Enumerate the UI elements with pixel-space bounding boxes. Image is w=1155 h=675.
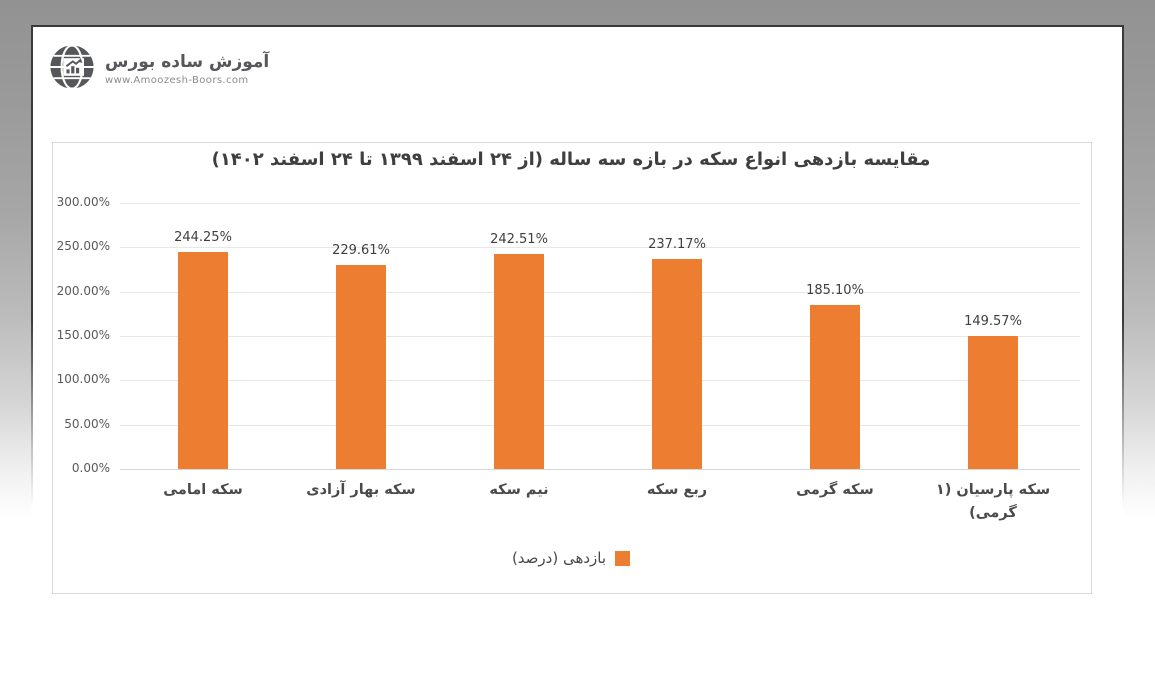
bar-3 (652, 258, 702, 469)
y-axis-tick-label: 250.00% (56, 239, 110, 254)
bar-value-label: 185.10% (806, 282, 864, 298)
bar-value-label: 237.17% (648, 236, 706, 252)
y-axis-tick-label: 150.00% (56, 328, 110, 342)
legend-label: بازدهی (درصد) (511, 549, 607, 567)
y-axis-tick-label: 300.00% (56, 195, 110, 209)
y-axis-tick-label: 100.00% (56, 372, 110, 387)
bar-0 (178, 252, 228, 469)
bar-value-label: 242.51% (490, 231, 548, 247)
x-axis-category-label: ربع سکه (646, 482, 708, 498)
site-logo: آموزش ساده بورس www.Amoozesh-Boors.com (48, 43, 269, 95)
y-axis-tick-label: 50.00% (64, 416, 110, 431)
y-axis-tick-label: 200.00% (56, 283, 110, 298)
gridline (120, 380, 1080, 382)
bar-5 (968, 336, 1018, 469)
chart-title: مقایسه بازدهی انواع سکه در بازه سه ساله … (211, 149, 931, 170)
gridline (120, 469, 1080, 470)
bar-1 (336, 265, 386, 469)
gridline (120, 336, 1080, 337)
legend-swatch (615, 550, 631, 566)
gridline (120, 203, 1080, 204)
x-axis-category-label: سکه امامی (163, 482, 243, 498)
bar-4 (810, 304, 860, 469)
gridline (120, 291, 1080, 293)
legend: بازدهی (درصد) (52, 549, 1090, 567)
logo-name: آموزش ساده بورس (105, 52, 270, 73)
y-axis-tick-label: 0.00% (71, 461, 110, 475)
gridline (120, 424, 1080, 426)
bar-2 (494, 253, 544, 469)
x-axis-category-label: سکه گرمی (796, 482, 874, 498)
bar-value-label: 229.61% (332, 243, 390, 259)
x-axis-category-label: سکه پارسیان (۱ گرمی) (935, 482, 1051, 522)
x-axis-category-label: سکه بهار آزادی (306, 482, 416, 498)
gridline (120, 247, 1080, 249)
bar-value-label: 149.57% (964, 314, 1022, 330)
logo-website: www.Amoozesh-Boors.com (105, 74, 249, 86)
globe-chart-icon (48, 43, 96, 95)
x-axis-category-label: نیم سکه (489, 482, 549, 498)
bar-value-label: 244.25% (174, 230, 232, 246)
